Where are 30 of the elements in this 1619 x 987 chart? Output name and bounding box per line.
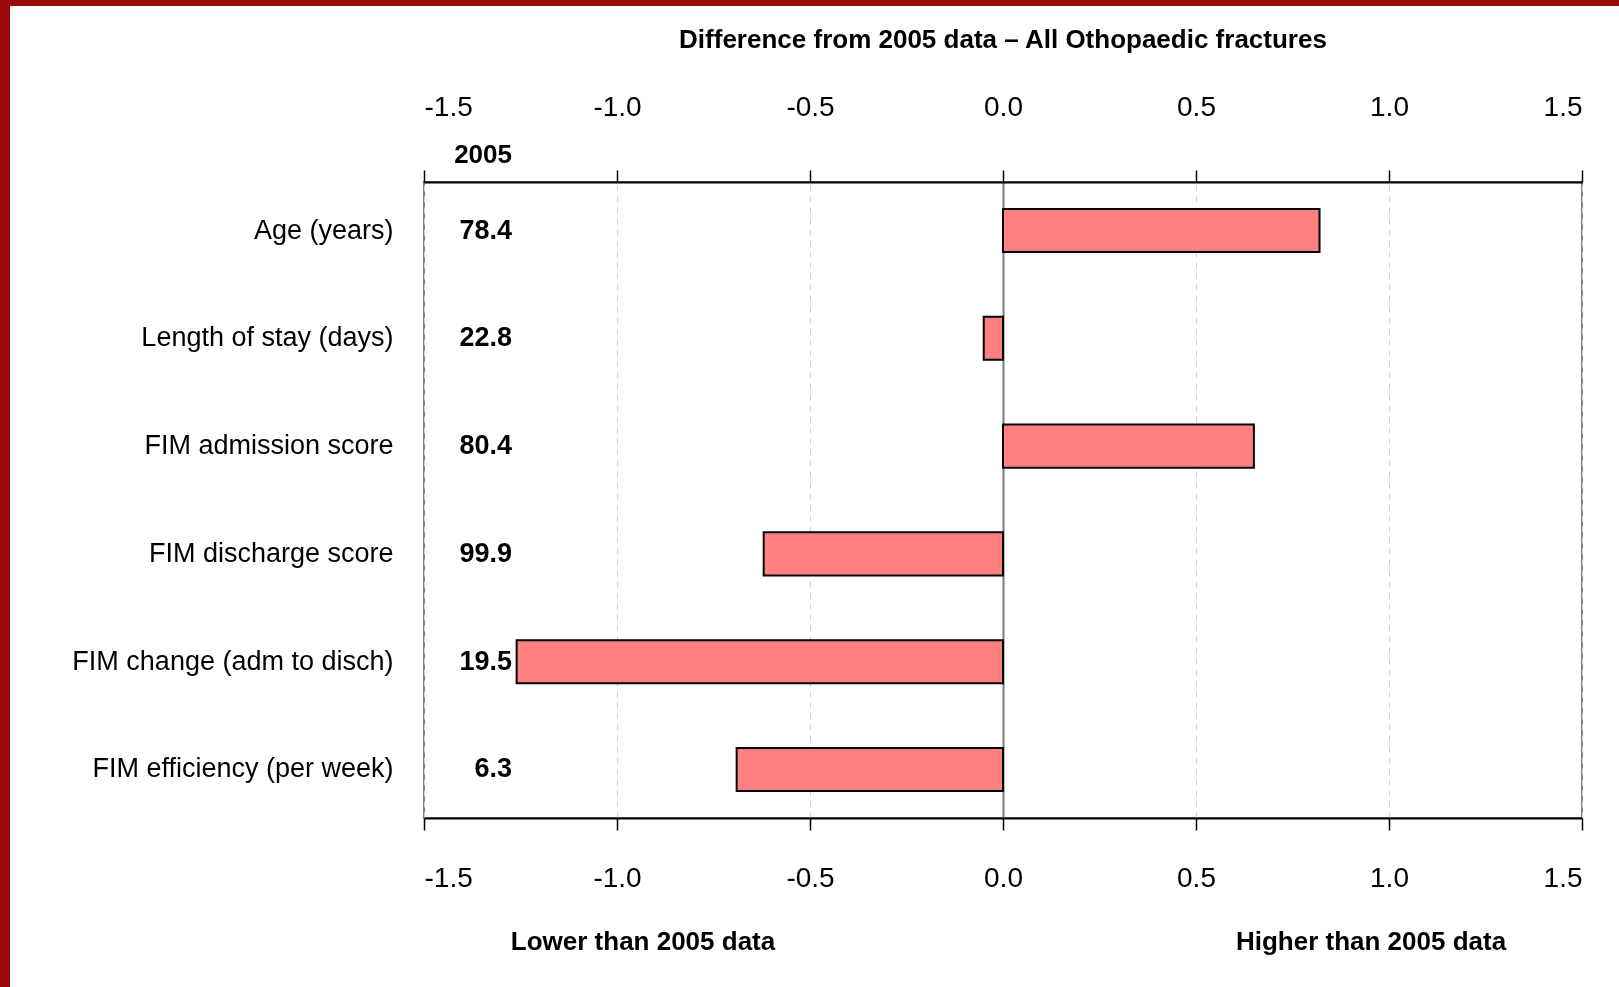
y-tick-label: FIM discharge score xyxy=(148,537,394,568)
x-tick-label: 0.5 xyxy=(1177,861,1216,893)
x2-tick-label: 0.5 xyxy=(1177,90,1216,122)
x-tick-label: 1.5 xyxy=(1543,861,1583,893)
text: Higher than 2005 data xyxy=(1235,926,1507,956)
annotation: 6.3 xyxy=(474,753,512,784)
x2-tick-label: 1.5 xyxy=(1543,90,1583,122)
annotation: 78.4 xyxy=(459,214,512,245)
x2-tick-label: 1.0 xyxy=(1370,90,1409,122)
y-tick-label: FIM change (adm to disch) xyxy=(72,645,394,676)
x-tick-label: -1.0 xyxy=(593,861,642,893)
text: 2005 xyxy=(454,139,512,169)
y-tick-label: FIM efficiency (per week) xyxy=(92,753,394,784)
x-tick-label: 0.0 xyxy=(984,861,1023,893)
y-tick-label: Age (years) xyxy=(253,214,394,245)
x2-tick-label: -1.0 xyxy=(593,90,642,122)
annotation: 22.8 xyxy=(459,322,512,353)
x2-tick-label: 0.0 xyxy=(984,90,1023,122)
x-tick-label: -1.5 xyxy=(424,861,473,893)
y-tick-label: Length of stay (days) xyxy=(141,322,394,353)
x-tick-label: 1.0 xyxy=(1370,861,1409,893)
annotation: 19.5 xyxy=(459,645,512,676)
x2-tick-label: -1.5 xyxy=(424,90,473,122)
y-tick-label: FIM admission score xyxy=(144,430,394,461)
annotation: 80.4 xyxy=(459,430,512,461)
x2-tick-label: -0.5 xyxy=(786,90,835,122)
x-tick-label: -0.5 xyxy=(786,861,835,893)
annotation: 99.9 xyxy=(459,537,512,568)
chart-title: Difference from 2005 data – All Othopaedic fractures xyxy=(679,24,1327,54)
text: Lower than 2005 data xyxy=(510,926,776,956)
